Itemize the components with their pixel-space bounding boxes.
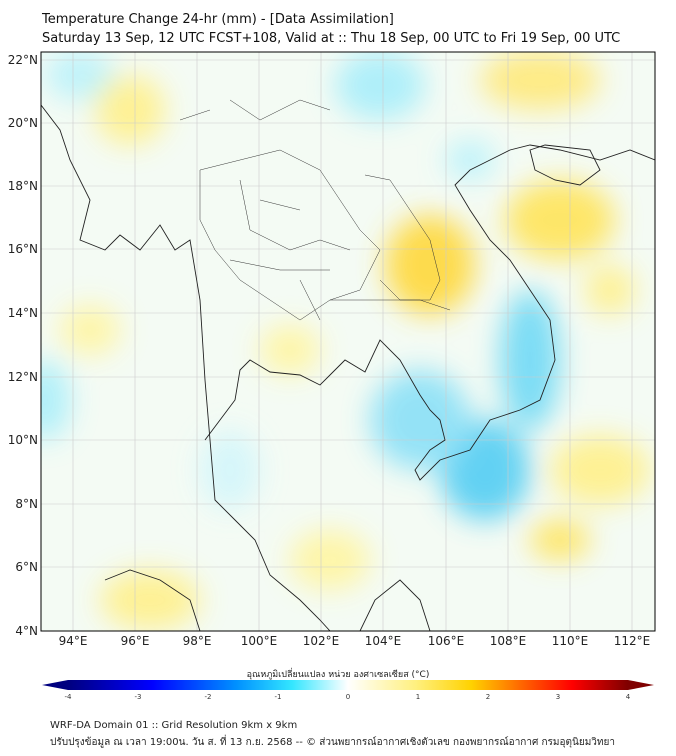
lat-label: 8°N <box>15 497 38 511</box>
lat-label: 22°N <box>8 53 38 67</box>
colorbar-tick: 0 <box>346 693 350 701</box>
colorbar-min-extend <box>42 680 68 690</box>
coastlines <box>41 104 655 631</box>
colorbar-label: อุณหภูมิเปลี่ยนแปลง หน่วย องศาเซลเซียส (… <box>246 670 430 680</box>
lat-label: 16°N <box>8 242 38 256</box>
colorbar-tick: -2 <box>205 693 212 701</box>
colorbar-max-extend <box>628 680 654 690</box>
footer-update-info: ปรับปรุงข้อมูล ณ เวลา 19:00น. วัน ส. ที่… <box>50 737 615 748</box>
lon-label: 112°E <box>614 634 651 648</box>
graticule <box>41 52 655 631</box>
footer-model-info: WRF-DA Domain 01 :: Grid Resolution 9km … <box>50 720 298 731</box>
lat-label: 4°N <box>15 624 38 638</box>
lat-label: 12°N <box>8 370 38 384</box>
colorbar: -4 -3 -2 -1 0 1 2 3 4 <box>42 680 654 701</box>
colorbar-tick: 1 <box>416 693 420 701</box>
map-title: Temperature Change 24-hr (mm) - [Data As… <box>42 12 394 27</box>
colorbar-tick: -4 <box>65 693 73 701</box>
lon-label: 98°E <box>183 634 212 648</box>
colorbar-tick: 2 <box>486 693 490 701</box>
map-subtitle: Saturday 13 Sep, 12 UTC FCST+108, Valid … <box>42 31 621 46</box>
colorbar-tick: 3 <box>556 693 560 701</box>
lon-label: 94°E <box>59 634 88 648</box>
lon-label: 106°E <box>428 634 465 648</box>
colorbar-tick: -3 <box>135 693 142 701</box>
lat-label: 10°N <box>8 433 38 447</box>
lat-label: 18°N <box>8 179 38 193</box>
colorbar-tick: 4 <box>626 693 631 701</box>
map-field <box>41 52 655 631</box>
colorbar-tick: -1 <box>275 693 282 701</box>
lon-label: 96°E <box>121 634 150 648</box>
lon-label: 110°E <box>552 634 589 648</box>
lat-label: 14°N <box>8 306 38 320</box>
province-borders <box>179 99 451 321</box>
lon-label: 108°E <box>490 634 527 648</box>
lon-label: 104°E <box>365 634 402 648</box>
lat-label: 6°N <box>15 560 38 574</box>
lat-label: 20°N <box>8 116 38 130</box>
map-frame <box>40 51 656 632</box>
lon-label: 102°E <box>303 634 340 648</box>
lon-label: 100°E <box>241 634 278 648</box>
colorbar-gradient <box>68 680 628 690</box>
